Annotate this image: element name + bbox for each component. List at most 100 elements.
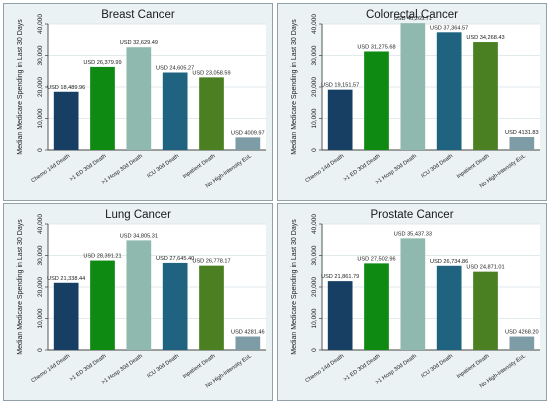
chart-title: Prostate Cancer xyxy=(370,209,454,221)
data-label: USD 37,364.57 xyxy=(430,25,468,31)
bar xyxy=(364,263,389,350)
data-label: USD 4009.97 xyxy=(231,130,265,136)
data-label: USD 26,734.86 xyxy=(430,259,468,265)
y-tick-label: 10,000 xyxy=(37,308,44,328)
y-tick-label: 40,000 xyxy=(311,14,318,34)
y-tick-label: 30,000 xyxy=(311,45,318,65)
x-tick-label: Inpatient Death xyxy=(456,153,491,180)
chart-panel-prostate-cancer: Prostate Cancer 0 10,000 20,000 30,000 40,00… xyxy=(277,203,547,401)
data-label: USD 18,489.96 xyxy=(47,85,85,91)
data-label: USD 23,058.59 xyxy=(192,70,230,76)
x-tick-label: >1 ED 30d Death xyxy=(343,353,382,383)
bar xyxy=(235,336,261,350)
data-label: USD 27,502.96 xyxy=(357,256,395,262)
data-label: USD 26,778.17 xyxy=(192,259,230,265)
data-label: USD 19,151.57 xyxy=(321,83,359,89)
bar xyxy=(53,91,79,150)
x-tick-label: >1 ED 30d Death xyxy=(69,153,108,183)
y-tick-label: 10,000 xyxy=(37,108,44,128)
x-tick-label: ICU 30d Death xyxy=(420,353,454,379)
x-tick-label: Chemo 14d Death xyxy=(31,153,72,184)
x-tick-label: Inpatient Death xyxy=(182,153,217,180)
y-axis-label: Median Medicare Spending in Last 30 Days xyxy=(17,219,24,355)
chart-title: Colorectal Cancer xyxy=(365,9,459,21)
y-tick-label: 30,000 xyxy=(37,245,44,265)
bar xyxy=(199,265,224,350)
bar xyxy=(509,136,535,150)
bar xyxy=(126,47,152,151)
x-tick-label: Chemo 14d Death xyxy=(305,353,346,384)
chart-panel-lung-cancer: Lung Cancer 0 10,000 20,000 30,000 40,000 Med… xyxy=(3,203,273,401)
bar xyxy=(509,336,535,350)
chart-title: Lung Cancer xyxy=(105,209,171,221)
x-tick-label: Inpatient Death xyxy=(456,353,491,380)
data-label: USD 21,861.79 xyxy=(321,274,359,280)
data-label: USD 4281.46 xyxy=(231,330,265,336)
data-label: USD 24,605.27 xyxy=(156,65,194,71)
data-label: USD 32,629.49 xyxy=(120,40,158,46)
data-label: USD 26,379.99 xyxy=(83,60,121,66)
bar xyxy=(400,238,426,350)
chart-panel-breast-cancer: Breast Cancer 0 10,000 20,000 30,000 40,000 M… xyxy=(3,3,273,201)
bar xyxy=(327,89,353,150)
y-axis-label: Median Medicare Spending in Last 30 Days xyxy=(291,19,298,155)
chart-title: Breast Cancer xyxy=(101,9,175,21)
bar xyxy=(473,42,498,151)
y-tick-label: 20,000 xyxy=(311,277,318,297)
y-tick-label: 30,000 xyxy=(311,245,318,265)
data-label: USD 24,871.01 xyxy=(466,265,504,271)
y-axis-label: Median Medicare Spending in Last 30 Days xyxy=(291,219,298,355)
x-tick-label: Chemo 14d Death xyxy=(305,153,346,184)
y-tick-label: 0 xyxy=(311,148,318,152)
chart-plot: 0 10,000 20,000 30,000 40,000 Median Medicare… xyxy=(291,214,540,389)
y-tick-label: 20,000 xyxy=(37,77,44,97)
x-tick-label: ICU 30d Death xyxy=(420,153,454,179)
bar xyxy=(473,271,498,350)
bar xyxy=(327,281,353,350)
data-label: USD 4268.20 xyxy=(505,330,539,336)
bar xyxy=(126,240,152,350)
chart-plot: 0 10,000 20,000 30,000 40,000 Median Medicare… xyxy=(291,14,540,189)
bar xyxy=(53,282,79,350)
data-label: USD 34,268.43 xyxy=(466,35,504,41)
data-label: USD 34,805.31 xyxy=(120,233,158,239)
bar xyxy=(436,32,462,150)
y-tick-label: 40,000 xyxy=(311,214,318,234)
bar xyxy=(162,262,188,350)
x-tick-label: Chemo 14d Death xyxy=(31,353,72,384)
y-tick-label: 0 xyxy=(37,348,44,352)
x-tick-label: Inpatient Death xyxy=(182,353,217,380)
chart-plot: 0 10,000 20,000 30,000 40,000 Median Medicare… xyxy=(17,14,266,189)
bar xyxy=(199,77,224,150)
data-label: USD 28,391.21 xyxy=(83,254,121,260)
chart-panel-colorectal-cancer: Colorectal Cancer 0 10,000 20,000 30,000 40,… xyxy=(277,3,547,201)
bar xyxy=(400,23,426,151)
y-tick-label: 20,000 xyxy=(311,77,318,97)
y-tick-label: 20,000 xyxy=(37,277,44,297)
bar xyxy=(364,51,389,150)
y-tick-label: 30,000 xyxy=(37,45,44,65)
y-tick-label: 10,000 xyxy=(311,308,318,328)
data-label: USD 35,437.33 xyxy=(394,231,432,237)
y-tick-label: 0 xyxy=(37,148,44,152)
data-label: USD 4131.83 xyxy=(505,130,539,136)
y-tick-label: 0 xyxy=(311,348,318,352)
data-label: USD 27,645.40 xyxy=(156,256,194,262)
y-tick-label: 40,000 xyxy=(37,214,44,234)
bar xyxy=(90,66,115,150)
bar xyxy=(162,72,188,150)
y-axis-label: Median Medicare Spending in Last 30 Days xyxy=(17,19,24,155)
y-tick-label: 10,000 xyxy=(311,108,318,128)
data-label: USD 21,338.44 xyxy=(47,276,85,282)
data-label: USD 31,275.68 xyxy=(357,44,395,50)
bar xyxy=(436,265,462,350)
chart-plot: 0 10,000 20,000 30,000 40,000 Median Medicare… xyxy=(17,214,266,389)
data-label: USD 40,265.71 xyxy=(394,16,432,22)
bar xyxy=(235,137,261,150)
y-tick-label: 40,000 xyxy=(37,14,44,34)
x-tick-label: >1 ED 30d Death xyxy=(343,153,382,183)
x-tick-label: ICU 30d Death xyxy=(146,353,180,379)
bar xyxy=(90,260,115,350)
x-tick-label: ICU 30d Death xyxy=(146,153,180,179)
x-tick-label: >1 ED 30d Death xyxy=(69,353,108,383)
